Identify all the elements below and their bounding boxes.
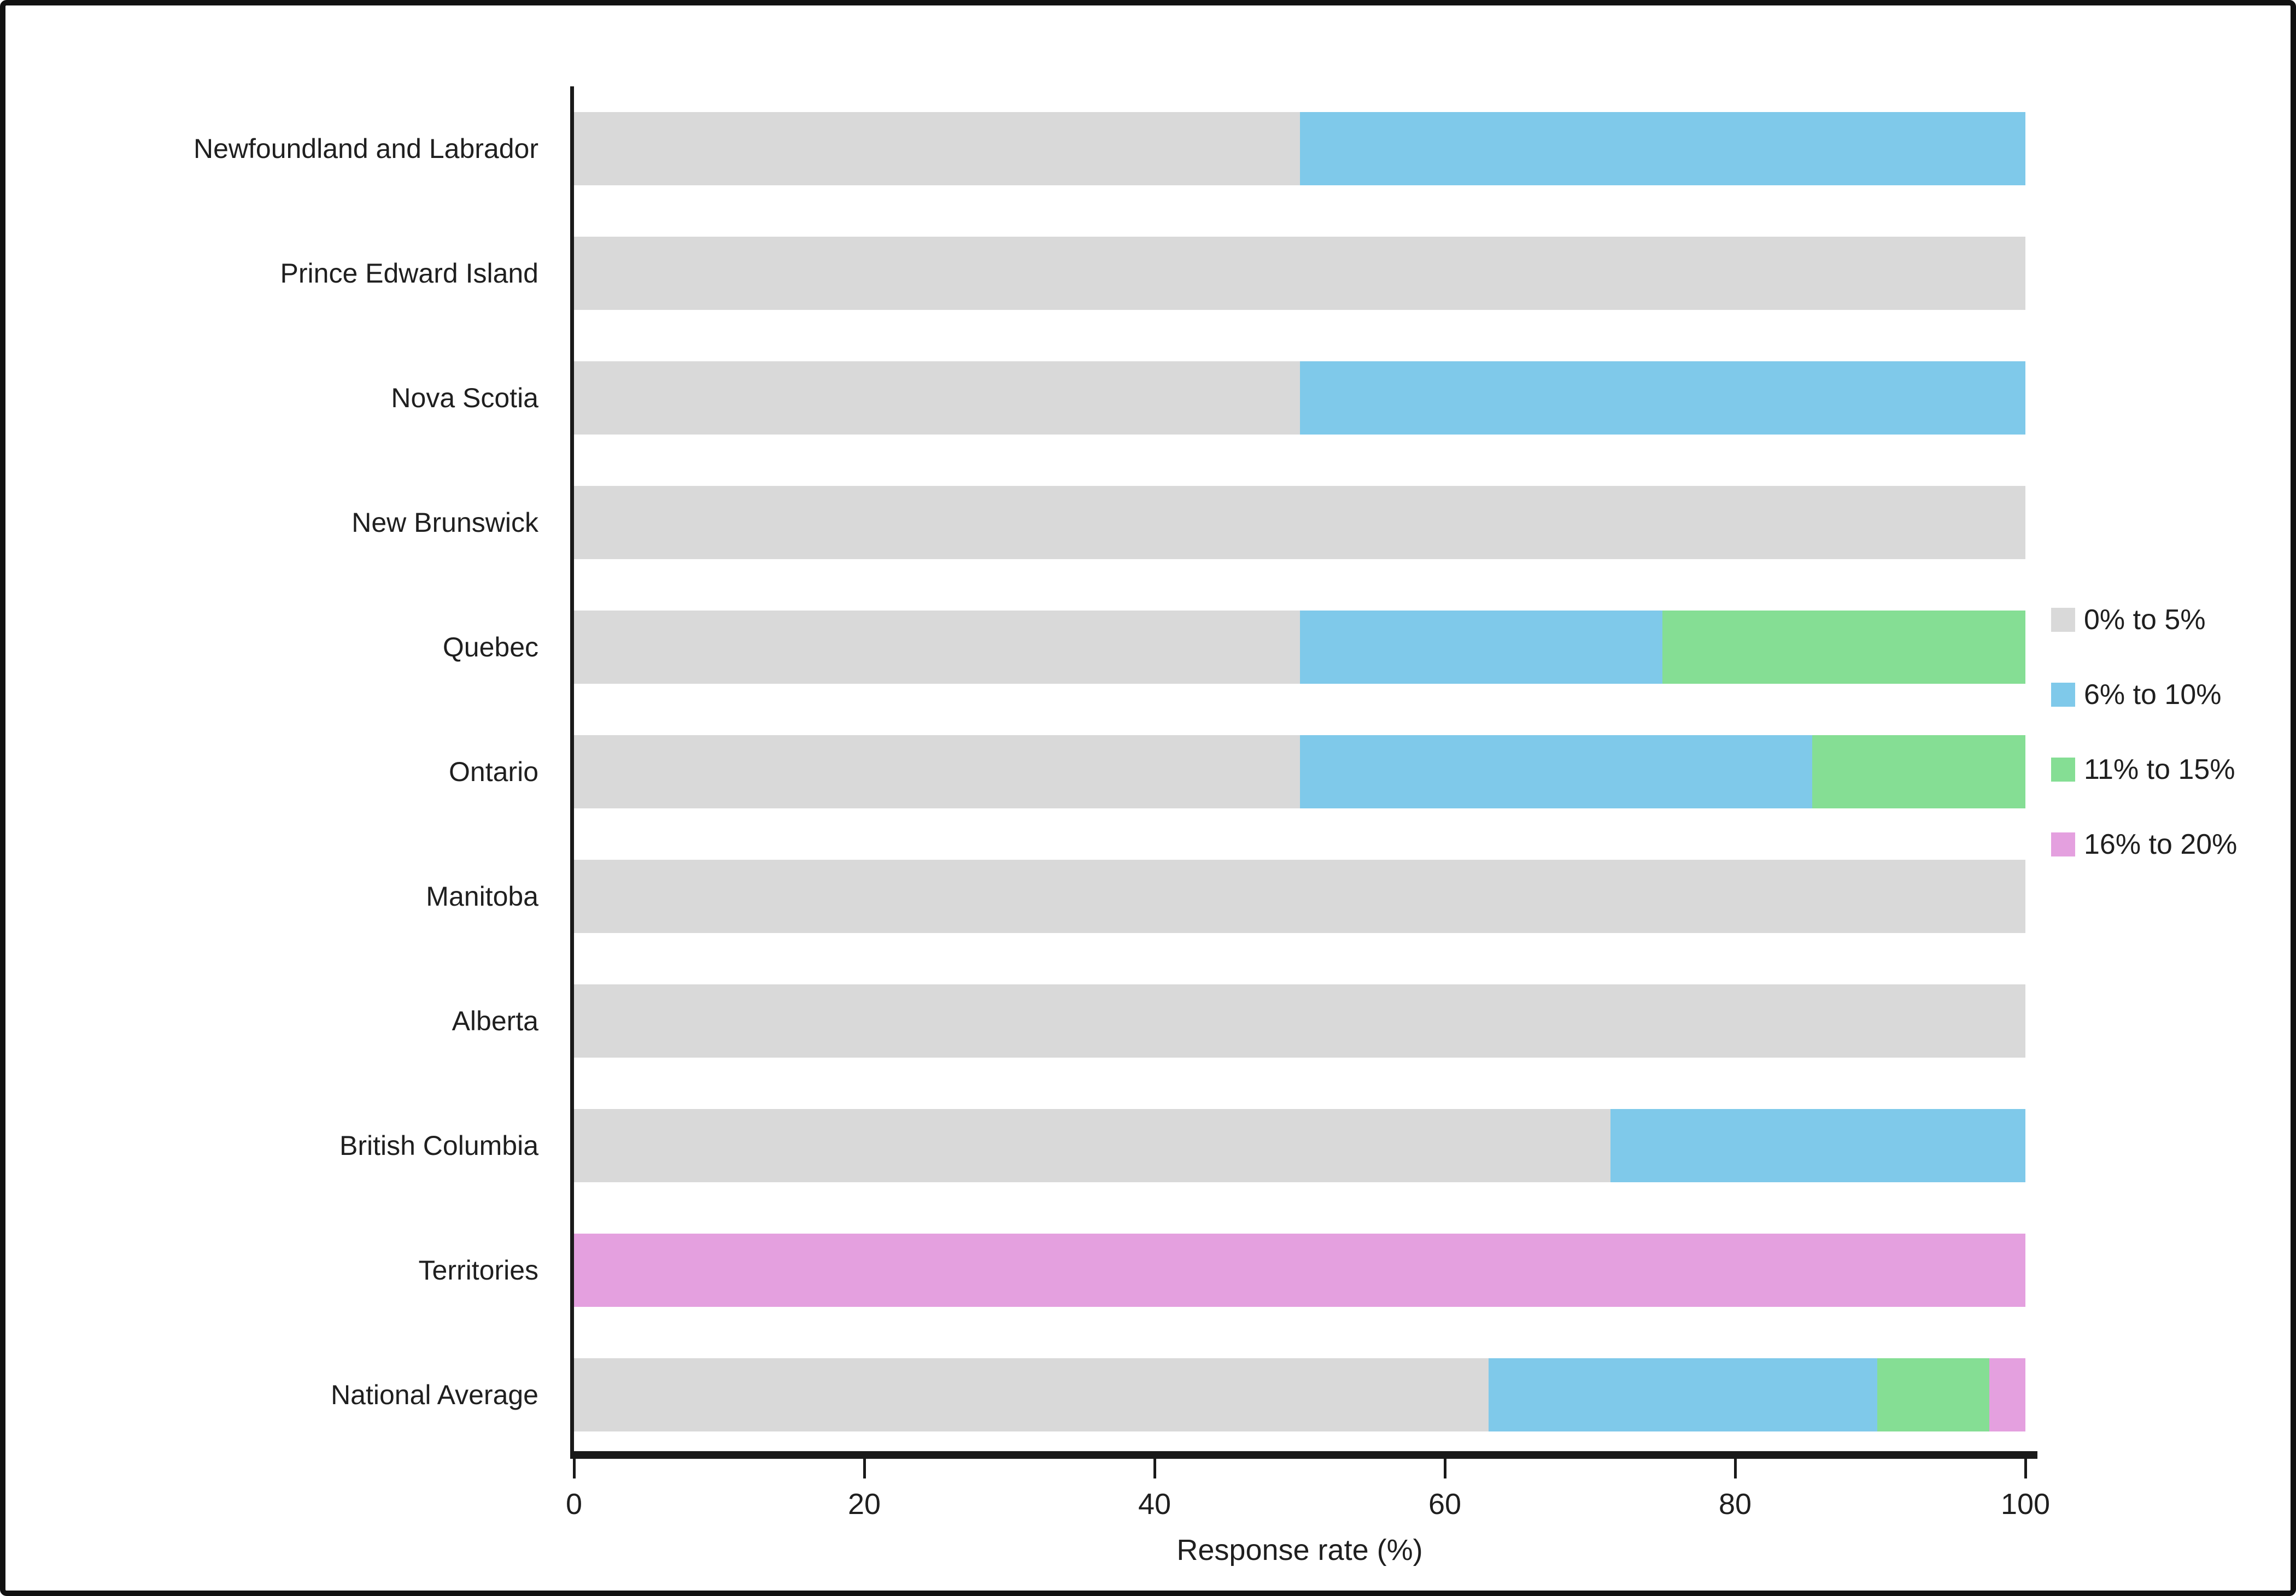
category-label-ontario: Ontario	[449, 756, 538, 787]
plot-area	[574, 86, 2025, 1458]
bar-segment-quebec-0-to-5	[574, 611, 1300, 684]
bar-segment-british-columbia-6-to-10	[1610, 1109, 2025, 1182]
bar-row-territories	[574, 1234, 2025, 1307]
legend-item-0-to-5: 0% to 5%	[2051, 604, 2291, 636]
x-tick-label-100: 100	[2000, 1488, 2051, 1521]
legend-swatch-0-to-5	[2051, 608, 2075, 632]
category-label-british-columbia: British Columbia	[339, 1130, 538, 1161]
bar-segment-national-average-16-to-20	[1989, 1358, 2025, 1431]
category-label-newfoundland-and-labrador: Newfoundland and Labrador	[193, 133, 538, 164]
bar-segment-quebec-11-to-15	[1662, 611, 2025, 684]
bar-segment-national-average-6-to-10	[1488, 1358, 1878, 1431]
bar-segment-nova-scotia-0-to-5	[574, 361, 1300, 435]
x-axis-line	[570, 1451, 2037, 1459]
category-labels: Newfoundland and Labrador Prince Edward I…	[5, 86, 538, 1458]
bar-segment-new-brunswick-0-to-5	[574, 486, 2025, 559]
bar-row-ontario	[574, 735, 2025, 808]
legend-item-16-to-20: 16% to 20%	[2051, 829, 2291, 860]
x-axis-title: Response rate (%)	[1176, 1534, 1423, 1566]
bar-row-newfoundland-and-labrador	[574, 112, 2025, 185]
legend-swatch-11-to-15	[2051, 758, 2075, 782]
category-label-alberta: Alberta	[452, 1006, 538, 1036]
category-label-quebec: Quebec	[442, 632, 538, 662]
category-label-nova-scotia: Nova Scotia	[391, 383, 538, 413]
category-label-national-average: National Average	[331, 1380, 538, 1410]
bar-segment-alberta-0-to-5	[574, 984, 2025, 1058]
legend-swatch-16-to-20	[2051, 832, 2075, 856]
x-tick-mark-20	[863, 1459, 866, 1478]
legend-label-6-to-10: 6% to 10%	[2084, 679, 2222, 711]
bar-segment-ontario-0-to-5	[574, 735, 1300, 808]
x-tick-label-0: 0	[565, 1488, 583, 1521]
bar-segment-nova-scotia-6-to-10	[1299, 361, 2025, 435]
x-tick-mark-60	[1444, 1459, 1446, 1478]
bar-row-quebec	[574, 611, 2025, 684]
category-label-manitoba: Manitoba	[426, 881, 538, 912]
bar-row-new-brunswick	[574, 486, 2025, 559]
bar-segment-ontario-11-to-15	[1812, 735, 2025, 808]
legend-item-11-to-15: 11% to 15%	[2051, 754, 2291, 785]
bar-row-prince-edward-island	[574, 237, 2025, 310]
bar-segment-national-average-0-to-5	[574, 1358, 1489, 1431]
x-tick-label-40: 40	[1138, 1488, 1172, 1521]
legend-label-11-to-15: 11% to 15%	[2084, 754, 2235, 785]
legend-swatch-6-to-10	[2051, 683, 2075, 707]
x-tick-mark-0	[573, 1459, 576, 1478]
bar-segment-quebec-6-to-10	[1299, 611, 1663, 684]
category-label-new-brunswick: New Brunswick	[352, 507, 538, 538]
x-tick-mark-80	[1734, 1459, 1737, 1478]
bar-row-nova-scotia	[574, 361, 2025, 435]
category-label-territories: Territories	[418, 1255, 538, 1286]
x-tick-label-20: 20	[847, 1488, 881, 1521]
bar-segment-british-columbia-0-to-5	[574, 1109, 1610, 1182]
bar-segment-ontario-6-to-10	[1299, 735, 1812, 808]
bar-segment-newfoundland-and-labrador-0-to-5	[574, 112, 1300, 185]
legend: 0% to 5% 6% to 10% 11% to 15% 16% to 20%	[2051, 604, 2291, 907]
bar-row-manitoba	[574, 860, 2025, 933]
x-tick-mark-100	[2024, 1459, 2027, 1478]
bar-segment-newfoundland-and-labrador-6-to-10	[1299, 112, 2025, 185]
bar-segment-national-average-11-to-15	[1877, 1358, 1989, 1431]
bar-segment-territories-16-to-20	[574, 1234, 2025, 1307]
x-tick-label-80: 80	[1718, 1488, 1752, 1521]
y-axis-line	[570, 86, 574, 1456]
bar-row-alberta	[574, 984, 2025, 1058]
x-axis-ticks: 0 20 40 60 80 100	[566, 1459, 2050, 1568]
bar-row-british-columbia	[574, 1109, 2025, 1182]
legend-label-16-to-20: 16% to 20%	[2084, 829, 2238, 860]
bar-segment-manitoba-0-to-5	[574, 860, 2025, 933]
legend-item-6-to-10: 6% to 10%	[2051, 679, 2291, 711]
legend-label-0-to-5: 0% to 5%	[2084, 604, 2206, 636]
category-label-prince-edward-island: Prince Edward Island	[280, 258, 538, 289]
x-tick-mark-40	[1153, 1459, 1156, 1478]
bar-row-national-average	[574, 1358, 2025, 1431]
bar-segment-prince-edward-island-0-to-5	[574, 237, 2025, 310]
x-tick-label-60: 60	[1428, 1488, 1462, 1521]
